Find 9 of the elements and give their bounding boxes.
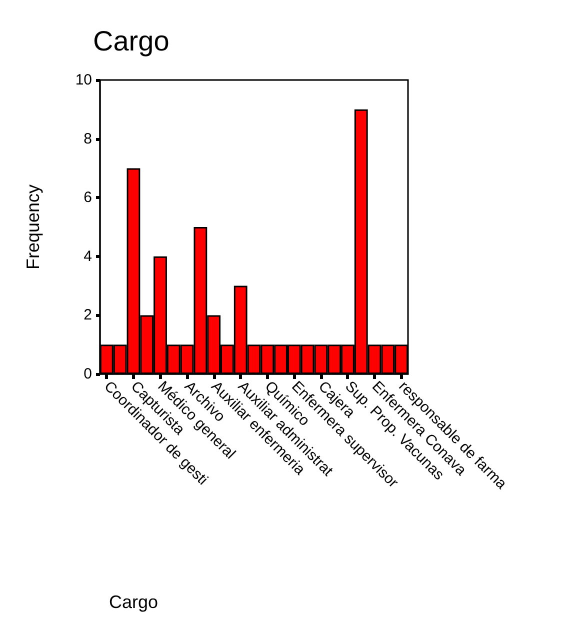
y-tick-label: 6 [84,189,92,206]
y-tick-label: 0 [84,366,92,382]
y-tick-label: 10 [75,72,92,88]
y-tick-label: 4 [84,248,92,265]
y-tick-label: 8 [84,130,92,148]
y-tick-label: 2 [84,306,92,324]
y-axis-title: Frequency [23,184,43,270]
text: Cargo [109,592,158,612]
chart-title: Cargo [93,26,170,56]
